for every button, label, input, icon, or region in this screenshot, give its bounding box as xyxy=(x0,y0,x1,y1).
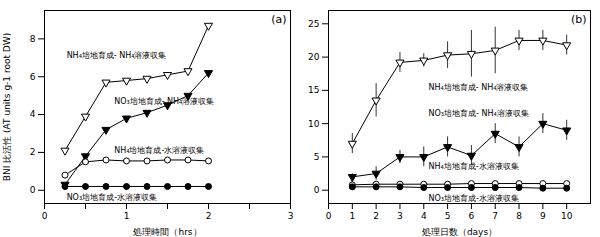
svg-text:0: 0 xyxy=(326,211,332,221)
svg-text:9: 9 xyxy=(540,211,546,221)
svg-text:7: 7 xyxy=(492,211,498,221)
svg-text:0: 0 xyxy=(314,185,320,195)
svg-text:8: 8 xyxy=(30,34,36,44)
svg-text:4: 4 xyxy=(30,109,36,119)
svg-text:5: 5 xyxy=(445,211,451,221)
svg-text:0: 0 xyxy=(30,185,36,195)
svg-text:6: 6 xyxy=(30,72,36,82)
svg-text:(a): (a) xyxy=(271,13,286,26)
svg-text:3: 3 xyxy=(397,211,403,221)
svg-text:2: 2 xyxy=(30,147,36,157)
svg-text:NH₄培地育成-水溶液収集: NH₄培地育成-水溶液収集 xyxy=(114,146,204,155)
svg-text:1: 1 xyxy=(124,211,130,221)
svg-text:NO₃培地育成-水溶液収集: NO₃培地育成-水溶液収集 xyxy=(67,193,157,202)
svg-text:NO₃培地育成- NH₄溶液収集: NO₃培地育成- NH₄溶液収集 xyxy=(429,109,529,118)
svg-text:NO₃培地育成-水溶液収集: NO₃培地育成-水溶液収集 xyxy=(429,194,519,203)
svg-text:NO₃培地育成- NH₄溶液収集: NO₃培地育成- NH₄溶液収集 xyxy=(114,97,214,106)
svg-text:20: 20 xyxy=(308,52,320,62)
svg-text:6: 6 xyxy=(469,211,475,221)
svg-text:4: 4 xyxy=(421,211,427,221)
svg-text:処理日数（days）: 処理日数（days） xyxy=(422,227,497,237)
svg-text:3: 3 xyxy=(288,211,294,221)
svg-text:8: 8 xyxy=(516,211,522,221)
svg-text:0: 0 xyxy=(42,211,48,221)
svg-text:NH₄培地育成-水溶液収集: NH₄培地育成-水溶液収集 xyxy=(429,162,519,171)
svg-text:(b): (b) xyxy=(571,13,587,26)
svg-text:2: 2 xyxy=(373,211,379,221)
svg-text:NH₄培地育成- NH₄溶液収集: NH₄培地育成- NH₄溶液収集 xyxy=(67,51,167,60)
svg-text:15: 15 xyxy=(308,85,319,95)
svg-text:25: 25 xyxy=(308,19,319,29)
svg-text:1: 1 xyxy=(349,211,355,221)
svg-text:10: 10 xyxy=(308,119,320,129)
svg-text:2: 2 xyxy=(206,211,212,221)
svg-text:10: 10 xyxy=(561,211,573,221)
svg-text:NH₄培地育成- NH₄溶液収集: NH₄培地育成- NH₄溶液収集 xyxy=(429,83,529,92)
svg-text:BNI 比活性 (AT units g-1 root DW): BNI 比活性 (AT units g-1 root DW) xyxy=(2,33,12,181)
svg-text:5: 5 xyxy=(314,152,320,162)
svg-text:処理時間（hrs）: 処理時間（hrs） xyxy=(133,227,201,237)
